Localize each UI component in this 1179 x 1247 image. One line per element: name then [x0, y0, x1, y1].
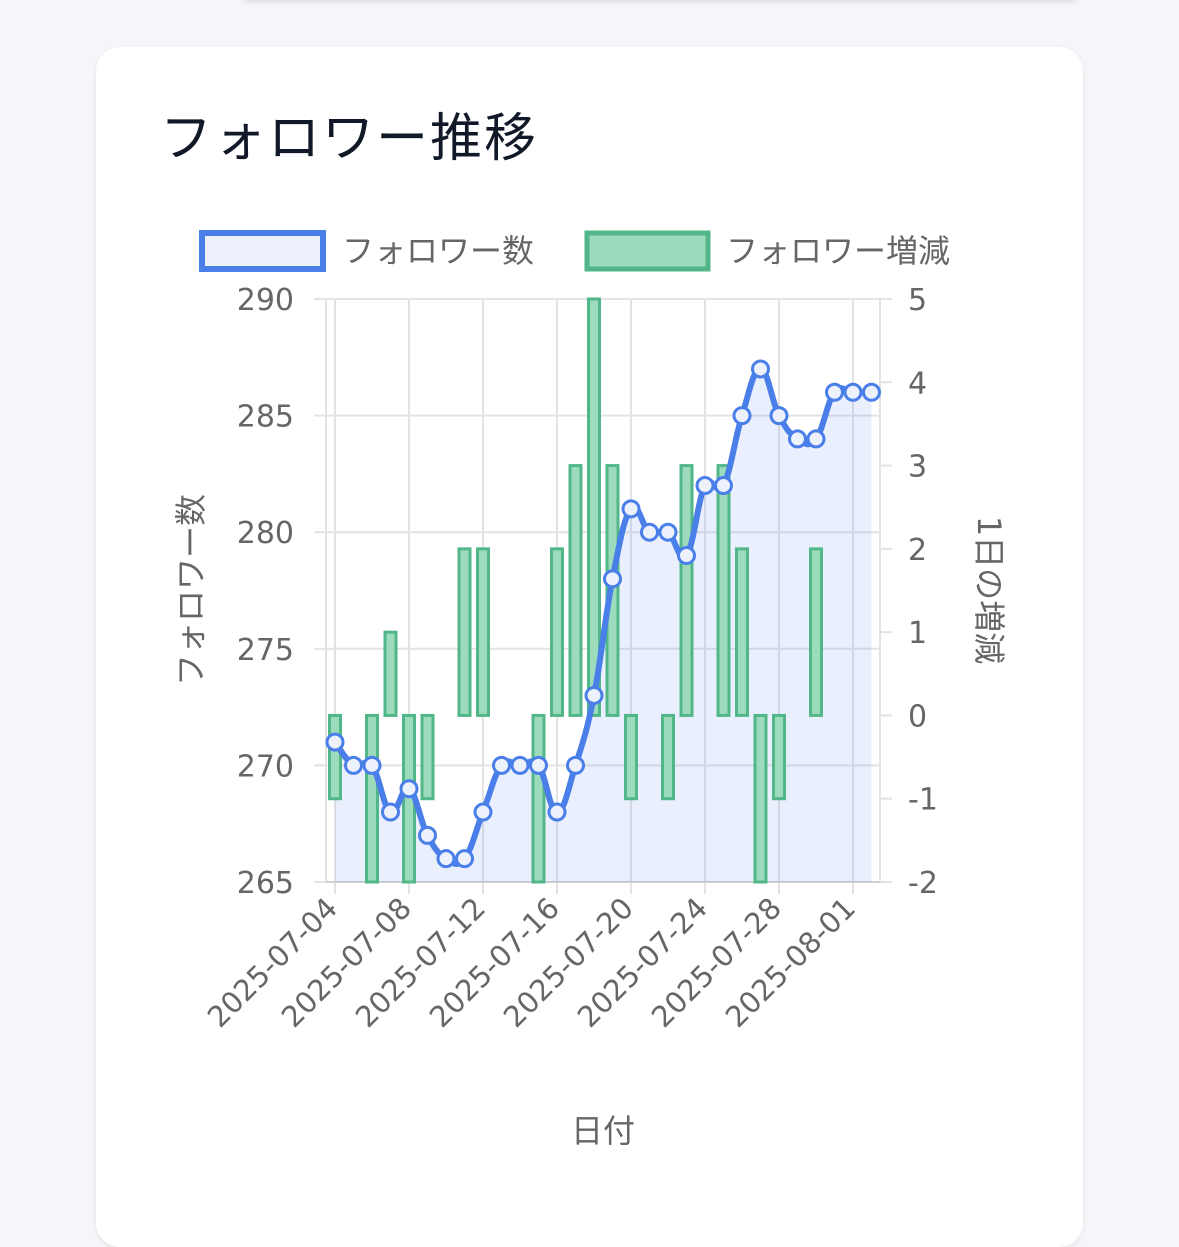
follower-change-bar: [531, 713, 546, 884]
left-tick-label: 275: [237, 633, 294, 668]
follower-count-point: [473, 802, 493, 822]
follower-change-bar: [457, 547, 472, 717]
follower-count-point: [381, 802, 400, 822]
follower-count-point: [640, 522, 659, 542]
follower-count-point: [658, 522, 678, 542]
follower-count-point: [677, 546, 696, 566]
follower-count-point: [732, 406, 752, 426]
legend-swatch-follower-change: [584, 230, 711, 272]
left-tick-label: 270: [237, 749, 294, 784]
follower-count-point: [714, 476, 733, 496]
follower-count-point: [769, 406, 789, 426]
legend-label-follower-count: フォロワー数: [342, 232, 534, 270]
follower-change-bar: [420, 713, 435, 801]
follower-change-bar: [568, 464, 583, 717]
follower-change-bar: [328, 713, 342, 801]
follower-count-point: [455, 849, 474, 869]
follower-change-bar: [624, 713, 638, 801]
follower-change-bar: [716, 464, 731, 717]
follower-change-bar: [550, 547, 564, 717]
follower-count-point: [695, 476, 715, 496]
right-axis-title: 1日の増減: [970, 516, 1008, 664]
follower-change-bar: [476, 547, 490, 717]
follower-count-point: [436, 849, 456, 869]
follower-count-point: [566, 755, 585, 775]
follower-count-point: [325, 732, 345, 752]
left-tick-label: 285: [237, 400, 294, 435]
follower-count-point: [806, 429, 826, 449]
follower-count-area: [335, 368, 872, 883]
follower-change-bar: [365, 713, 379, 884]
legend-swatch-follower-count: [199, 230, 326, 272]
follower-chart: 290285280275270265543210-1-22025-07-0420…: [172, 230, 1008, 1150]
follower-count-point: [399, 779, 419, 799]
follower-count-point: [492, 755, 511, 775]
follower-change-bar: [735, 547, 749, 717]
follower-count-point: [603, 569, 622, 589]
right-tick-label: 5: [908, 283, 927, 318]
right-tick-label: 0: [908, 699, 927, 734]
right-tick-label: -2: [908, 866, 938, 901]
follower-count-point: [510, 755, 530, 775]
follower-change-bar: [679, 464, 694, 717]
follower-count-point: [418, 825, 437, 845]
follower-count-point: [788, 429, 807, 449]
follower-count-point: [862, 382, 881, 402]
follower-change-bar: [661, 713, 675, 801]
follower-change-bar: [772, 713, 786, 801]
left-tick-label: 290: [237, 283, 294, 318]
right-tick-label: -1: [908, 783, 938, 818]
follower-count-point: [843, 382, 863, 402]
legend: フォロワー数 フォロワー増減: [199, 230, 950, 272]
follower-count-point: [547, 802, 567, 822]
right-tick-label: 2: [908, 533, 927, 568]
card-title: フォロワー推移: [160, 109, 539, 169]
follower-count-point: [584, 685, 604, 705]
right-tick-label: 4: [908, 366, 927, 401]
follower-change-bar: [383, 630, 398, 717]
right-tick-label: 1: [908, 616, 927, 651]
follower-count-point: [825, 382, 844, 402]
area-fill: [335, 368, 872, 883]
follower-change-bar: [809, 547, 823, 717]
follower-count-point: [529, 755, 548, 775]
follower-change-bar: [753, 713, 768, 884]
follower-count-point: [362, 755, 382, 775]
left-tick-label: 280: [237, 516, 294, 551]
follower-count-point: [621, 499, 641, 519]
follower-count-point: [751, 359, 770, 379]
line-layer: [325, 359, 881, 869]
x-axis-title: 日付: [571, 1112, 635, 1150]
follower-change-bar: [587, 297, 601, 717]
left-tick-label: 265: [237, 866, 294, 901]
follower-count-point: [344, 755, 363, 775]
legend-label-follower-change: フォロワー増減: [726, 232, 950, 270]
right-tick-label: 3: [908, 450, 927, 485]
left-axis-title: フォロワー数: [172, 494, 210, 686]
